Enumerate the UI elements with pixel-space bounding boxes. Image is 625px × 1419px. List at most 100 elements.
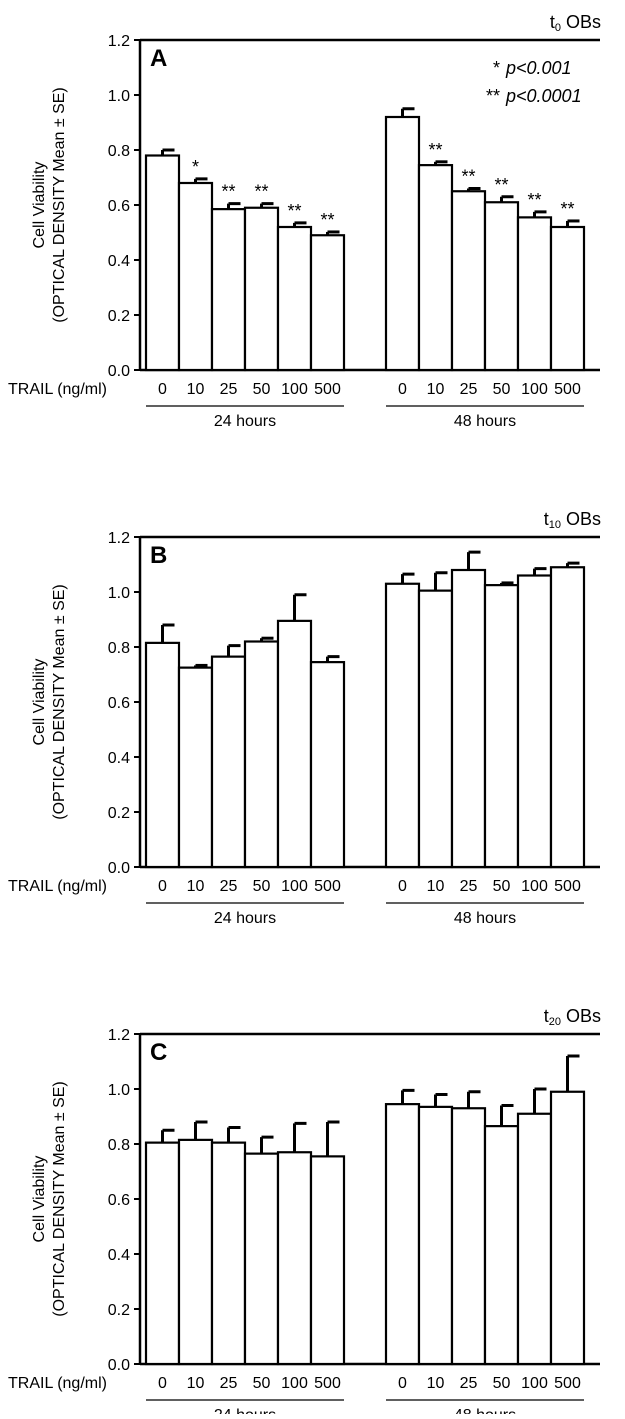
bar — [144, 154, 181, 372]
chart-panel-a: 0.0 0.2 0.4 0.6 0.8 1.0 1.2 Cell Viability (OPTI… — [8, 12, 601, 430]
y-axis-label-line1: Cell Viability — [31, 1156, 48, 1243]
group-label: 48 hours — [454, 910, 516, 927]
bar — [549, 1090, 586, 1366]
bar — [549, 225, 586, 372]
y-tick-label: 0.8 — [108, 1137, 130, 1154]
y-tick-label: 1.2 — [108, 33, 130, 50]
x-axis-label: TRAIL (ng/ml) — [8, 878, 107, 895]
group-label: 24 hours — [214, 1407, 276, 1414]
significance-marker: ** — [320, 210, 334, 230]
bar — [516, 216, 553, 372]
y-tick-label: 0.0 — [108, 860, 130, 877]
legend-stars: ** — [486, 86, 500, 106]
bar — [210, 1141, 247, 1366]
bar — [417, 164, 454, 372]
y-tick-label: 0.0 — [108, 1357, 130, 1374]
bar — [309, 661, 346, 869]
x-tick-label: 500 — [554, 381, 581, 398]
bar — [549, 566, 586, 869]
bar — [243, 206, 280, 372]
significance-marker: ** — [287, 201, 301, 221]
group-label: 24 hours — [214, 413, 276, 430]
x-tick-label: 50 — [253, 1375, 271, 1392]
bar — [384, 582, 421, 869]
x-tick-label: 100 — [281, 1375, 308, 1392]
x-tick-label: 25 — [460, 878, 478, 895]
bar — [243, 640, 280, 869]
bar — [177, 181, 214, 372]
bar — [450, 190, 487, 372]
bar — [483, 1125, 520, 1366]
x-tick-label: 100 — [521, 1375, 548, 1392]
bar — [516, 1112, 553, 1366]
x-axis-label: TRAIL (ng/ml) — [8, 381, 107, 398]
group-label: 48 hours — [454, 413, 516, 430]
panel-condition-label: t0 OBs — [550, 12, 601, 34]
x-tick-label: 25 — [220, 381, 238, 398]
x-tick-label: 500 — [554, 878, 581, 895]
x-tick-label: 25 — [220, 878, 238, 895]
bar — [243, 1152, 280, 1366]
x-tick-label: 10 — [427, 1375, 445, 1392]
x-tick-label: 25 — [460, 1375, 478, 1392]
panel-letter: C — [150, 1039, 167, 1066]
x-tick-label: 0 — [398, 381, 407, 398]
y-tick-label: 0.8 — [108, 143, 130, 160]
y-axis-label-line2: (OPTICAL DENSITY Mean ± SE) — [51, 1081, 68, 1317]
y-axis-label-line2: (OPTICAL DENSITY Mean ± SE) — [51, 584, 68, 820]
chart-panel-b: 0.0 0.2 0.4 0.6 0.8 1.0 1.2 Cell Viability (OPTI… — [8, 509, 601, 927]
bar — [516, 574, 553, 869]
y-tick-label: 1.2 — [108, 530, 130, 547]
bar — [417, 589, 454, 869]
group-label: 48 hours — [454, 1407, 516, 1414]
y-tick-label: 0.4 — [108, 750, 130, 767]
x-axis-label: TRAIL (ng/ml) — [8, 1375, 107, 1392]
x-tick-label: 100 — [521, 878, 548, 895]
y-tick-label: 0.2 — [108, 805, 130, 822]
bar — [450, 1107, 487, 1366]
x-tick-label: 0 — [158, 1375, 167, 1392]
x-tick-label: 10 — [187, 1375, 205, 1392]
x-tick-label: 50 — [493, 1375, 511, 1392]
y-axis-label-line1: Cell Viability — [31, 659, 48, 746]
bar — [144, 641, 181, 869]
bar — [276, 1151, 313, 1366]
x-tick-label: 10 — [187, 381, 205, 398]
x-tick-label: 50 — [493, 381, 511, 398]
panel-condition-label: t10 OBs — [544, 509, 601, 531]
significance-marker: ** — [527, 190, 541, 210]
y-tick-label: 0.0 — [108, 363, 130, 380]
chart-panel-c: 0.0 0.2 0.4 0.6 0.8 1.0 1.2 Cell Viability (OPTI… — [8, 1006, 601, 1419]
panel-condition-label: t20 OBs — [544, 1006, 601, 1028]
x-tick-label: 0 — [158, 878, 167, 895]
bar — [417, 1105, 454, 1366]
x-tick-label: 50 — [493, 878, 511, 895]
x-tick-label: 0 — [398, 1375, 407, 1392]
bar — [144, 1141, 181, 1366]
x-tick-label: 25 — [220, 1375, 238, 1392]
significance-marker: ** — [221, 182, 235, 202]
x-tick-label: 0 — [158, 381, 167, 398]
group-label: 24 hours — [214, 910, 276, 927]
y-axis-label-line1: Cell Viability — [31, 162, 48, 249]
bar — [177, 1138, 214, 1366]
y-tick-label: 0.2 — [108, 1302, 130, 1319]
legend-text: p<0.001 — [505, 58, 572, 78]
y-tick-label: 0.2 — [108, 308, 130, 325]
bar — [450, 568, 487, 869]
x-tick-label: 500 — [314, 381, 341, 398]
y-tick-label: 0.6 — [108, 1192, 130, 1209]
significance-marker: ** — [560, 199, 574, 219]
y-tick-label: 0.6 — [108, 198, 130, 215]
x-tick-label: 100 — [281, 381, 308, 398]
x-tick-label: 50 — [253, 381, 271, 398]
bar — [210, 208, 247, 372]
bar — [210, 655, 247, 869]
bar — [384, 1103, 421, 1366]
y-axis-label-line2: (OPTICAL DENSITY Mean ± SE) — [51, 87, 68, 323]
bar — [309, 1155, 346, 1366]
significance-marker: ** — [428, 140, 442, 160]
bar — [309, 234, 346, 372]
y-tick-label: 1.0 — [108, 88, 130, 105]
